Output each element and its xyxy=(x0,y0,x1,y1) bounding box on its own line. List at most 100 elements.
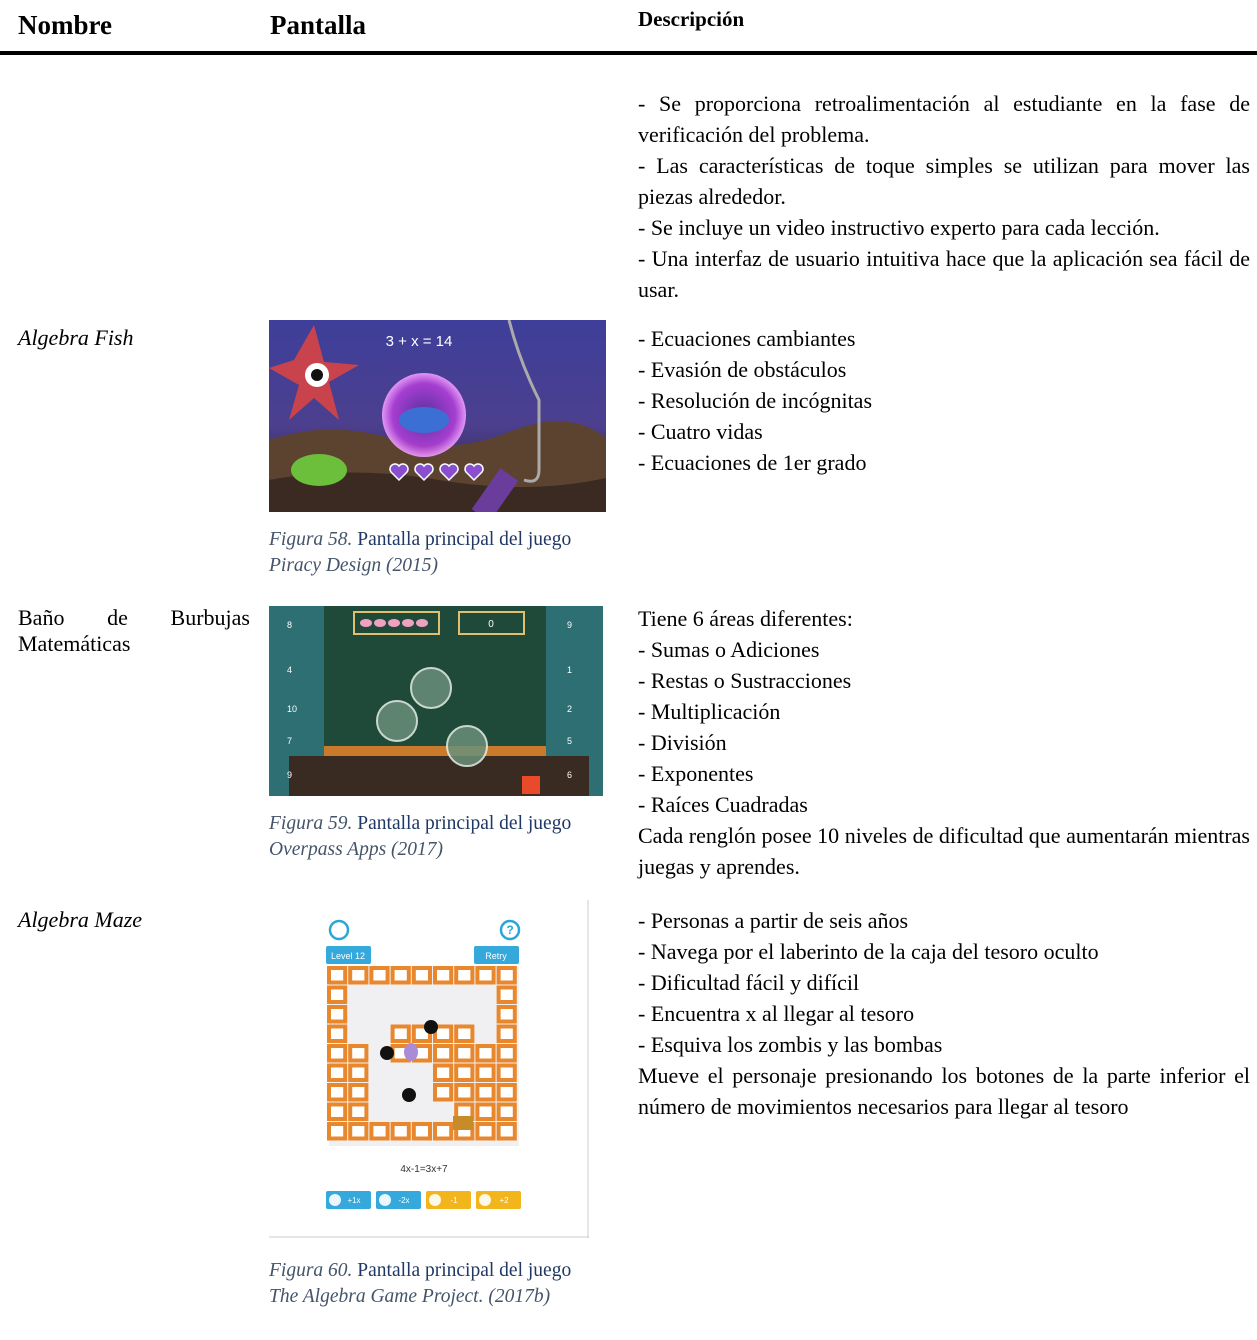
maze-wall-inner xyxy=(331,1067,344,1078)
maze-wall-inner xyxy=(500,1009,513,1020)
character xyxy=(404,1043,418,1061)
move-label: +2 xyxy=(499,1196,509,1205)
maze-wall-inner xyxy=(331,1028,344,1039)
caption-source: Piracy Design (2015) xyxy=(269,555,438,576)
maze-wall-inner xyxy=(458,1028,471,1039)
caption-text: Pantalla principal del juego xyxy=(357,1260,572,1281)
move-label: +1x xyxy=(347,1196,360,1205)
maze-wall-inner xyxy=(500,1028,513,1039)
description-paragraph: - Una interfaz de usuario intuitiva hace… xyxy=(638,246,1250,302)
maze-wall-inner xyxy=(373,970,386,981)
lives-box xyxy=(353,611,440,635)
game-screenshot: ? Level 12 Retry 4x-1=3x+7 +1x -2x -1 +2 xyxy=(269,900,589,1238)
fishing-line xyxy=(507,320,541,483)
life xyxy=(374,619,386,627)
maze-wall-inner xyxy=(500,1067,513,1078)
retry-badge xyxy=(474,946,519,964)
life xyxy=(402,619,414,627)
description-paragraph: - Ecuaciones cambiantes xyxy=(638,326,856,351)
maze-wall-inner xyxy=(500,1087,513,1098)
green-fish xyxy=(291,454,347,486)
side-number: 8 xyxy=(287,620,292,630)
description-paragraph: - Cuatro vidas xyxy=(638,419,763,444)
description-paragraph: - Resolución de incógnitas xyxy=(638,388,873,413)
fish xyxy=(399,407,449,433)
maze-wall-inner xyxy=(437,1028,450,1039)
level: Level 12 xyxy=(331,951,365,961)
header-description: Descripción xyxy=(638,7,745,31)
move-icon xyxy=(479,1194,491,1206)
figure-caption: Figura 58. Pantalla principal del juego … xyxy=(269,527,599,579)
retry: Retry xyxy=(485,951,507,961)
pipe xyxy=(471,468,519,512)
maze-wall-inner xyxy=(458,1048,471,1059)
maze-wall-inner xyxy=(479,1126,492,1137)
description-paragraph: - Ecuaciones de 1er grado xyxy=(638,450,867,475)
maze-wall-inner xyxy=(394,970,407,981)
maze-wall-inner xyxy=(437,1087,450,1098)
seafloor-front xyxy=(269,472,606,512)
maze-wall-inner xyxy=(458,1067,471,1078)
maze-wall-inner xyxy=(352,970,365,981)
description-paragraph: - División xyxy=(638,730,727,755)
score-box xyxy=(458,611,525,635)
game-screenshot: 3 + x = 14 xyxy=(269,320,606,512)
maze-wall-inner xyxy=(458,970,471,981)
bomb xyxy=(402,1088,416,1102)
maze-wall-inner xyxy=(352,1106,365,1117)
maze-wall-inner xyxy=(352,1126,365,1137)
maze-wall-inner xyxy=(500,1048,513,1059)
move-icon xyxy=(429,1194,441,1206)
caption-source: The Algebra Game Project. (2017b) xyxy=(269,1286,551,1307)
side-number: 2 xyxy=(567,704,572,714)
description-paragraph: - Se incluye un video instructivo expert… xyxy=(638,215,1160,240)
description-paragraph: - Se proporciona retroalimentación al es… xyxy=(638,91,1250,147)
description-paragraph: - Restas o Sustracciones xyxy=(638,668,852,693)
maze-wall-inner xyxy=(331,970,344,981)
figure-caption: Figura 60. Pantalla principal del juego … xyxy=(269,1258,599,1310)
description-paragraph: Mueve el personaje presionando los boton… xyxy=(638,1063,1250,1119)
equation: 4x-1=3x+7 xyxy=(400,1164,448,1175)
description-paragraph: - Multiplicación xyxy=(638,699,781,724)
side-number: 9 xyxy=(287,770,292,780)
maze-wall-inner xyxy=(352,1048,365,1059)
maze-wall-inner xyxy=(394,1028,407,1039)
heart xyxy=(464,463,484,482)
side-number: 9 xyxy=(567,620,572,630)
description-paragraph: - Navega por el laberinto de la caja del… xyxy=(638,939,1099,964)
description: - Ecuaciones cambiantes - Evasión de obst… xyxy=(638,323,1250,478)
maze-wall-inner xyxy=(394,1126,407,1137)
header-rule xyxy=(0,51,1257,55)
caption-text: Pantalla principal del juego xyxy=(357,813,572,834)
description-paragraph: - Evasión de obstáculos xyxy=(638,357,847,382)
treasure xyxy=(453,1116,473,1130)
description: - Personas a partir de seis años - Navega… xyxy=(638,905,1250,1122)
caption-text: Pantalla principal del juego xyxy=(357,529,572,550)
maze-wall-inner xyxy=(415,1028,428,1039)
maze-wall-inner xyxy=(458,1106,471,1117)
maze-wall-inner xyxy=(437,1126,450,1137)
header-screen: Pantalla xyxy=(270,10,367,40)
maze-wall-inner xyxy=(500,1106,513,1117)
side-number: 1 xyxy=(567,665,572,675)
maze-wall-inner xyxy=(479,1048,492,1059)
bubble xyxy=(446,725,488,767)
side-number: 7 xyxy=(287,736,292,746)
maze-wall-inner xyxy=(373,1126,386,1137)
description-paragraph: Cada renglón posee 10 niveles de dificul… xyxy=(638,823,1250,879)
maze-wall-inner xyxy=(415,1126,428,1137)
level-badge xyxy=(326,946,371,964)
ledge xyxy=(289,756,589,796)
help-button xyxy=(499,919,521,941)
maze-wall-inner xyxy=(479,970,492,981)
move-label: -1 xyxy=(450,1196,458,1205)
game-name: Baño de Burbujas Matemáticas xyxy=(18,605,250,656)
description: - Se proporciona retroalimentación al es… xyxy=(638,88,1250,305)
maze-wall-inner xyxy=(394,1048,407,1059)
description-paragraph: Tiene 6 áreas diferentes: xyxy=(638,606,853,631)
equation: 3 + x = 14 xyxy=(386,333,453,350)
game-name: Algebra Fish xyxy=(18,325,134,350)
description-paragraph: - Raíces Cuadradas xyxy=(638,792,808,817)
caption-label: Figura 60. xyxy=(269,1260,353,1281)
caption-source: Overpass Apps (2017) xyxy=(269,839,444,860)
